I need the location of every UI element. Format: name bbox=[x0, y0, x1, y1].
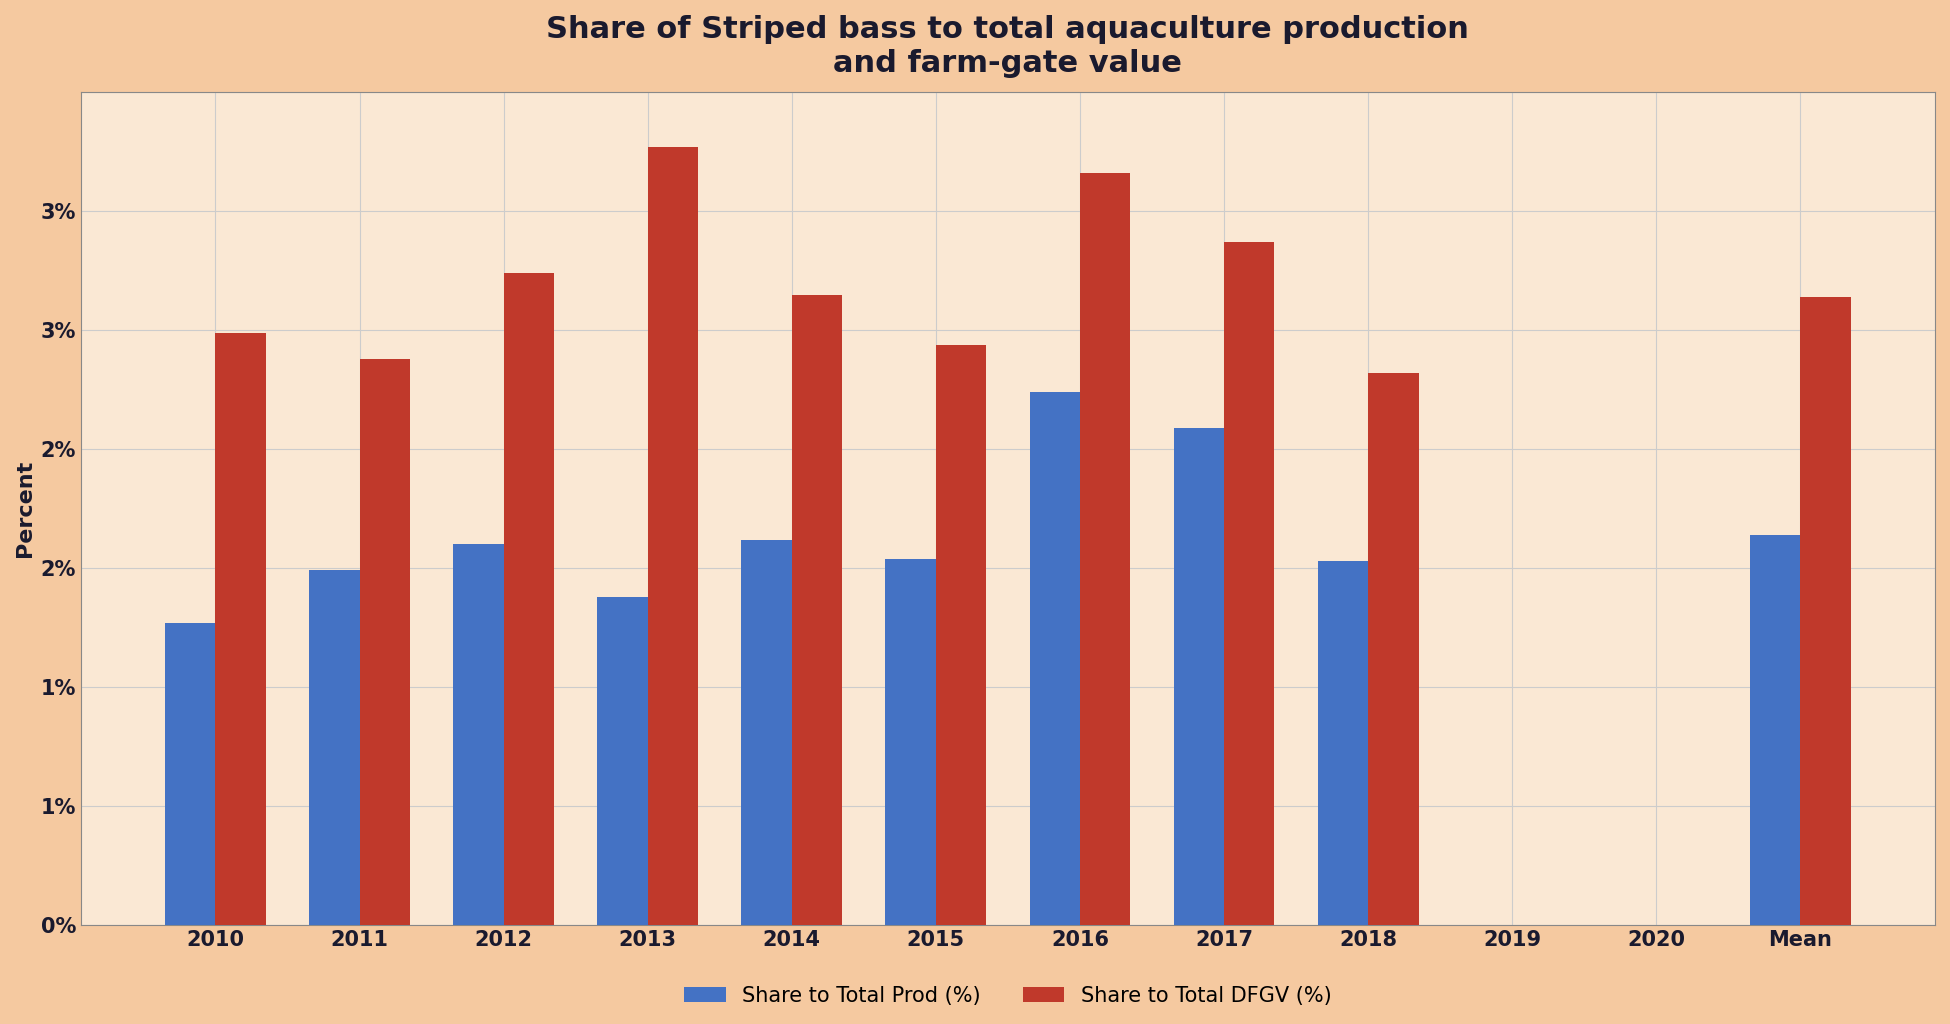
Bar bbox=[1749, 535, 1800, 925]
Bar bbox=[166, 623, 216, 925]
Bar bbox=[1080, 173, 1131, 925]
Bar bbox=[792, 295, 842, 925]
Bar bbox=[1225, 243, 1275, 925]
Bar bbox=[452, 545, 503, 925]
Bar bbox=[359, 358, 410, 925]
Title: Share of Striped bass to total aquaculture production
and farm-gate value: Share of Striped bass to total aquacultu… bbox=[546, 15, 1470, 78]
Bar bbox=[1318, 561, 1369, 925]
Bar bbox=[885, 558, 936, 925]
Bar bbox=[1174, 428, 1225, 925]
Bar bbox=[1369, 373, 1418, 925]
Bar bbox=[310, 570, 359, 925]
Bar bbox=[936, 344, 987, 925]
Bar bbox=[741, 540, 792, 925]
Legend: Share to Total Prod (%), Share to Total DFGV (%): Share to Total Prod (%), Share to Total … bbox=[677, 978, 1340, 1014]
Bar bbox=[647, 147, 698, 925]
Bar bbox=[503, 273, 554, 925]
Bar bbox=[216, 333, 265, 925]
Bar bbox=[597, 597, 647, 925]
Bar bbox=[1030, 392, 1080, 925]
Bar bbox=[1800, 297, 1851, 925]
Y-axis label: Percent: Percent bbox=[16, 460, 35, 557]
